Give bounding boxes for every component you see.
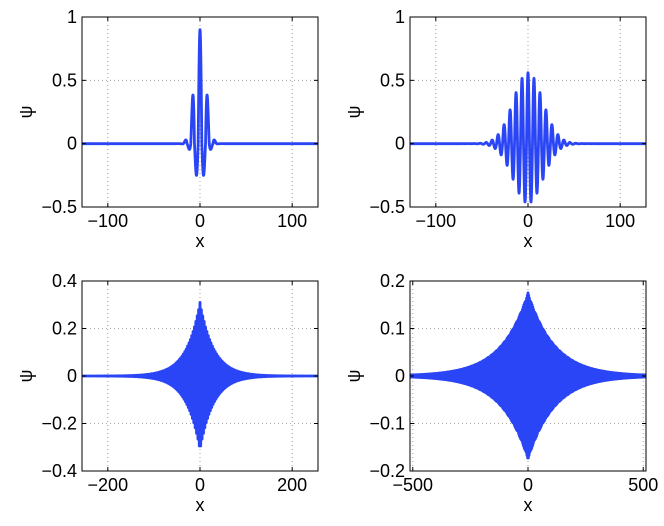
y-axis-label: ψ [16, 370, 36, 383]
y-axis-label: ψ [344, 106, 364, 119]
y-tick-label: 0.5 [380, 70, 405, 90]
y-tick-label: −0.1 [369, 414, 405, 434]
y-tick-label: 0.4 [52, 271, 77, 291]
x-axis-label: x [196, 495, 205, 515]
subplot-bottom-left: −200 0 200 −0.4 −0.2 0 0.2 0.4 x ψ [16, 271, 319, 515]
y-tick-label: −0.2 [369, 461, 405, 481]
subplot-top-left: −100 0 100 −0.5 0 0.5 1 x ψ [16, 7, 319, 251]
y-tick-label: 0 [67, 134, 77, 154]
x-axis-label: x [196, 231, 205, 251]
x-tick-label: 0 [523, 475, 533, 495]
x-tick-label: −100 [88, 211, 129, 231]
y-tick-label: 1 [67, 7, 77, 27]
y-tick-label: −0.5 [369, 197, 405, 217]
x-tick-label: 0 [195, 211, 205, 231]
x-tick-label: −200 [88, 475, 129, 495]
x-tick-label: 0 [523, 211, 533, 231]
series-line [82, 28, 318, 177]
x-tick-label: 100 [277, 211, 307, 231]
y-tick-label: 0.2 [380, 271, 405, 291]
series-line [410, 291, 646, 460]
subplot-top-right: −100 0 100 −0.5 0 0.5 1 x ψ [344, 7, 647, 251]
y-tick-label: 0 [395, 366, 405, 386]
y-tick-label: 0.2 [52, 319, 77, 339]
x-tick-label: −100 [416, 211, 457, 231]
y-tick-label: −0.2 [41, 414, 77, 434]
series-line [410, 71, 646, 204]
y-axis-label: ψ [16, 106, 36, 119]
x-tick-label: −500 [392, 475, 433, 495]
y-tick-label: −0.4 [41, 461, 77, 481]
y-tick-label: 1 [395, 7, 405, 27]
x-tick-label: 100 [605, 211, 635, 231]
subplot-bottom-right: −500 0 500 −0.2 −0.1 0 0.1 0.2 x ψ [344, 271, 658, 515]
y-tick-label: −0.5 [41, 197, 77, 217]
series-line [82, 300, 318, 448]
x-tick-label: 200 [277, 475, 307, 495]
y-tick-label: 0 [67, 366, 77, 386]
y-tick-label: 0.1 [380, 319, 405, 339]
y-tick-label: 0 [395, 134, 405, 154]
x-axis-label: x [524, 495, 533, 515]
x-tick-label: 0 [195, 475, 205, 495]
y-tick-label: 0.5 [52, 70, 77, 90]
x-axis-label: x [524, 231, 533, 251]
y-axis-label: ψ [344, 370, 364, 383]
x-tick-label: 500 [628, 475, 658, 495]
